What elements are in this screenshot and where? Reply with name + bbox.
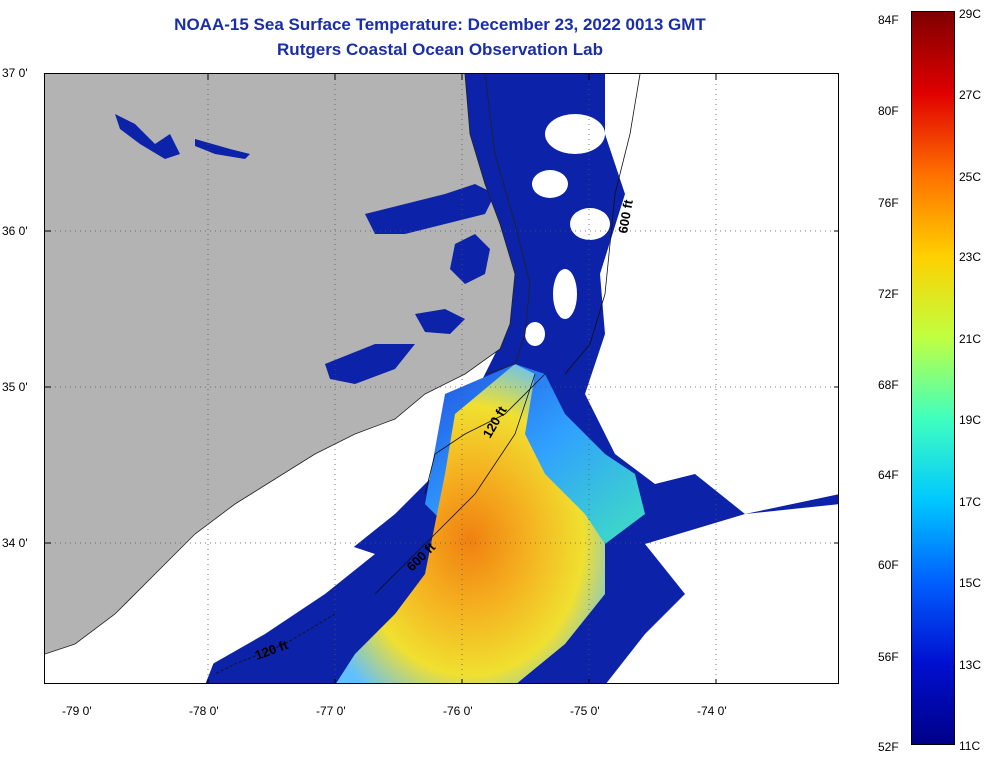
lon-label-79: -79 0' [62, 704, 92, 718]
cb-c-19: 19C [959, 413, 982, 427]
cloud-mask-southeast [606, 504, 838, 683]
isobath-600ft-north [564, 74, 641, 375]
inland-water [115, 114, 495, 384]
graticule [45, 74, 838, 683]
cb-f-56: 56F [878, 650, 899, 664]
isobath-label-600ft-north: 600 ft [615, 198, 636, 235]
cloud-mask-east [585, 74, 838, 514]
outer-banks-line [484, 74, 531, 375]
lon-label-78: -78 0' [189, 704, 219, 718]
cb-f-64: 64F [878, 468, 899, 482]
map-subtitle: Rutgers Coastal Ocean Observation Lab [277, 40, 603, 59]
cb-f-80: 80F [878, 104, 899, 118]
temperature-colorbar [911, 11, 955, 745]
cb-c-29: 29C [959, 7, 982, 21]
lat-label-35: 35 0' [2, 380, 28, 394]
gulf-stream-water [336, 364, 605, 683]
lon-label-76: -76 0' [443, 704, 473, 718]
cb-c-17: 17C [959, 495, 982, 509]
cb-c-27: 27C [959, 88, 982, 102]
cb-f-76: 76F [878, 196, 899, 210]
cb-c-25: 25C [959, 170, 982, 184]
cloud-speckles [525, 114, 670, 439]
isobath-600ft-south [374, 373, 536, 595]
coastline [45, 74, 516, 655]
isobath-120ft-south [214, 613, 336, 675]
lat-label-36: 36 0' [2, 224, 28, 238]
cb-f-52: 52F [878, 740, 899, 754]
cb-f-84: 84F [878, 13, 899, 27]
cb-c-21: 21C [959, 332, 982, 346]
cb-c-11: 11C [959, 739, 981, 753]
map-title: NOAA-15 Sea Surface Temperature: Decembe… [174, 15, 706, 34]
cb-c-13: 13C [959, 658, 982, 672]
cb-f-60: 60F [878, 558, 899, 572]
axis-ticks [45, 74, 838, 683]
lon-label-77: -77 0' [316, 704, 346, 718]
cb-f-68: 68F [878, 378, 899, 392]
sst-map-svg: 600 ft 120 ft 600 ft 120 ft [45, 74, 838, 683]
lon-label-74: -74 0' [697, 704, 727, 718]
isobath-120ft [424, 373, 546, 495]
sst-map[interactable]: 600 ft 120 ft 600 ft 120 ft [44, 73, 839, 684]
lat-label-37: 37 0' [2, 66, 28, 80]
cb-f-72: 72F [878, 287, 899, 301]
lon-label-75: -75 0' [570, 704, 600, 718]
lat-label-34: 34 0' [2, 536, 28, 550]
cb-c-23: 23C [959, 250, 982, 264]
cb-c-15: 15C [959, 576, 982, 590]
